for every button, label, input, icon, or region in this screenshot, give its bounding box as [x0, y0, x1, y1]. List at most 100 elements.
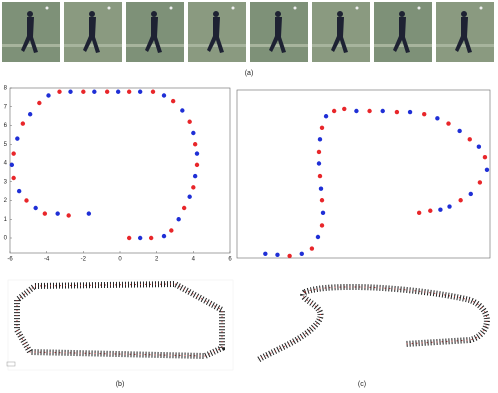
point: [263, 251, 268, 256]
point: [15, 136, 20, 141]
x-tick-label: 0: [118, 257, 122, 263]
person-body: [455, 17, 472, 53]
x-tick-label: -4: [44, 257, 50, 263]
caption: (c): [358, 381, 366, 388]
field-line: [188, 44, 246, 47]
point: [150, 89, 156, 94]
point: [66, 213, 71, 218]
point: [316, 149, 322, 155]
point: [319, 223, 325, 228]
point: [24, 198, 29, 203]
point: [176, 217, 181, 222]
ball: [169, 6, 173, 10]
trajectory-render-left: [6, 279, 234, 371]
point: [137, 235, 143, 241]
frame-strip: [2, 2, 494, 62]
person-body: [83, 17, 100, 53]
x-tick-label: 4: [192, 257, 196, 263]
caption: (a): [245, 70, 254, 77]
point: [42, 211, 48, 216]
person-head: [151, 11, 157, 17]
point: [319, 125, 325, 130]
field-line: [436, 44, 494, 47]
person-head: [213, 11, 219, 17]
point: [55, 211, 60, 216]
y-tick-label: 3: [4, 179, 8, 185]
y-tick-label: 2: [4, 198, 8, 204]
ball: [45, 6, 49, 10]
point: [161, 93, 167, 98]
person-head: [399, 11, 405, 17]
point: [317, 137, 323, 142]
point: [92, 89, 97, 94]
point: [309, 246, 315, 251]
y-tick-label: 0: [4, 236, 8, 242]
point: [194, 151, 200, 156]
point: [126, 235, 132, 241]
point: [394, 109, 400, 115]
point: [148, 235, 154, 241]
person-head: [337, 11, 343, 17]
field-line: [2, 44, 60, 47]
y-tick-label: 8: [4, 86, 8, 92]
point: [447, 204, 452, 209]
point: [187, 119, 192, 124]
point: [191, 185, 196, 190]
point: [323, 114, 329, 119]
point: [316, 161, 322, 166]
ball: [479, 6, 483, 10]
point: [484, 167, 490, 172]
point: [137, 89, 143, 94]
point: [86, 211, 92, 216]
x-tick-label: 2: [155, 257, 159, 263]
y-tick-label: 7: [4, 104, 8, 110]
point: [468, 191, 473, 197]
point: [11, 151, 16, 156]
point: [68, 89, 73, 94]
x-tick-label: -2: [81, 257, 87, 263]
plot-frame: [9, 87, 231, 254]
point: [318, 186, 324, 191]
point: [315, 234, 321, 240]
point: [27, 112, 33, 117]
person-head: [89, 11, 95, 17]
person-head: [275, 11, 281, 17]
ball: [417, 6, 421, 10]
ball: [107, 6, 111, 10]
point: [46, 93, 51, 98]
point: [342, 106, 347, 112]
point: [380, 108, 385, 114]
x-tick-label: -6: [7, 257, 13, 263]
person-body: [269, 17, 286, 53]
person-body: [331, 17, 348, 53]
field-line: [64, 44, 122, 47]
point: [169, 228, 174, 233]
point: [438, 207, 443, 212]
point: [476, 144, 482, 149]
point: [57, 89, 62, 94]
field-line: [126, 44, 184, 47]
ball: [355, 6, 359, 10]
person-body: [145, 17, 162, 53]
x-tick-label: 6: [228, 257, 232, 263]
y-tick-label: 6: [4, 123, 8, 129]
point: [428, 208, 433, 213]
person-body: [21, 17, 38, 53]
field-line: [374, 44, 432, 47]
point: [467, 137, 472, 142]
point: [104, 89, 110, 94]
point: [317, 173, 323, 179]
person-head: [461, 11, 467, 17]
point: [407, 109, 413, 115]
point: [319, 198, 325, 203]
field-line: [250, 44, 308, 47]
point: [181, 205, 187, 211]
y-tick-label: 1: [4, 217, 8, 223]
plot-frame: [236, 89, 491, 259]
point: [115, 89, 121, 94]
point: [187, 194, 192, 199]
point: [161, 233, 167, 239]
point: [287, 253, 292, 259]
point: [191, 130, 196, 136]
person-body: [207, 17, 224, 53]
